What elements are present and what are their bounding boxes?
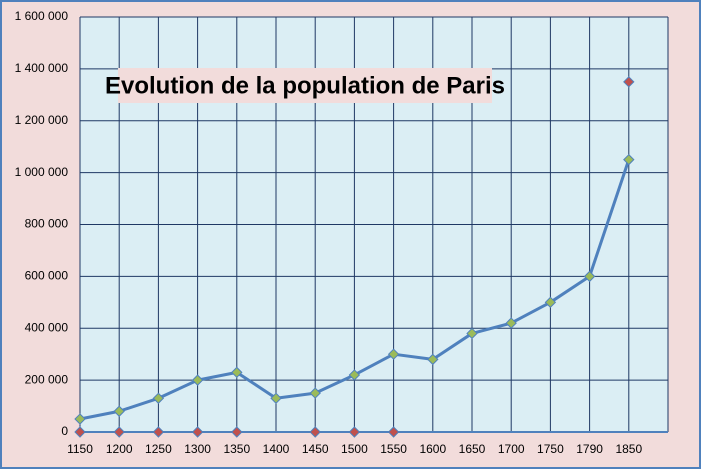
x-tick-label: 1400 (263, 442, 290, 456)
x-tick-label: 1850 (615, 442, 642, 456)
title-box (118, 68, 492, 103)
marker (74, 413, 86, 425)
y-tick-label: 400 000 (25, 320, 69, 334)
y-tick-label: 600 000 (25, 269, 69, 283)
y-tick-label: 1 600 000 (15, 9, 69, 23)
x-tick-label: 1600 (419, 442, 446, 456)
x-tick-label: 1500 (341, 442, 368, 456)
marker (113, 405, 125, 417)
marker (191, 374, 204, 386)
marker (583, 270, 596, 283)
marker (623, 153, 635, 166)
y-tick-label: 1 000 000 (15, 165, 69, 179)
y-tick-label: 1 400 000 (15, 61, 69, 75)
marker (505, 317, 517, 329)
marker (348, 369, 361, 381)
marker (309, 426, 321, 438)
marker (427, 353, 439, 366)
marker (623, 76, 635, 88)
marker (387, 426, 400, 438)
x-tick-label: 1150 (67, 442, 93, 456)
marker (348, 426, 361, 438)
x-tick-label: 1650 (459, 442, 486, 456)
x-tick-label: 1200 (106, 442, 133, 456)
y-tick-label: 0 (61, 424, 68, 438)
x-tick-label: 1450 (302, 442, 329, 456)
marker (270, 392, 282, 404)
marker (544, 296, 557, 309)
y-tick-label: 800 000 (25, 217, 69, 231)
y-tick-label: 200 000 (25, 372, 69, 386)
x-tick-label: 1550 (380, 442, 407, 456)
marker (113, 426, 125, 438)
chart-title: Evolution de la population de Paris (105, 72, 505, 99)
x-tick-label: 1350 (223, 442, 250, 456)
marker (466, 327, 478, 340)
marker (231, 426, 243, 438)
y-tick-label: 1 200 000 (15, 113, 69, 127)
marker (152, 426, 165, 438)
x-tick-label: 1750 (537, 442, 564, 456)
marker (309, 387, 321, 399)
marker (231, 366, 243, 379)
x-tick-label: 1700 (498, 442, 525, 456)
marker (74, 426, 86, 438)
marker (152, 392, 165, 404)
x-tick-label: 1300 (184, 442, 211, 456)
x-tick-label: 1790 (576, 442, 603, 456)
marker (191, 426, 204, 438)
marker (387, 348, 400, 360)
x-tick-label: 1250 (145, 442, 172, 456)
